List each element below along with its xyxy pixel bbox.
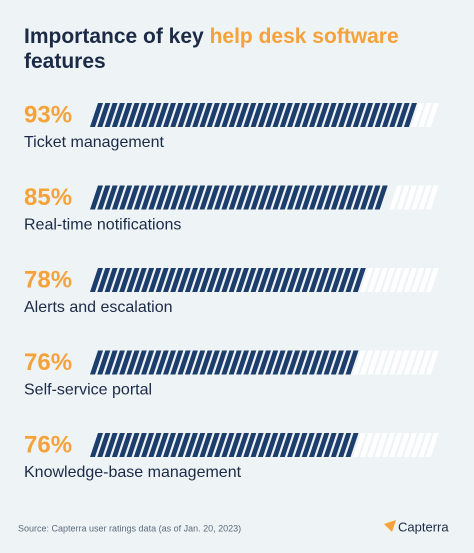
title-highlight: help desk software (209, 25, 399, 48)
bar-track (352, 350, 439, 375)
value-label: 85% (24, 184, 72, 211)
value-label: 93% (24, 101, 72, 128)
title-part: Importance of key (24, 25, 204, 48)
bar (90, 185, 388, 210)
brand-name: Capterra (398, 519, 449, 534)
category-label: Alerts and escalation (24, 299, 173, 316)
category-label: Knowledge-base management (24, 464, 242, 481)
bar-track (411, 103, 439, 127)
bar-track (389, 185, 439, 210)
value-label: 78% (24, 266, 72, 293)
bar (90, 433, 359, 457)
chart-title: Importance of key help desk software fea… (24, 24, 424, 74)
bar (90, 268, 366, 292)
bar-track (360, 268, 439, 292)
title-part: features (24, 50, 106, 73)
source-note: Source: Capterra user ratings data (as o… (18, 523, 241, 533)
bar (90, 103, 417, 127)
bar-track (352, 433, 439, 457)
bar (90, 350, 359, 375)
value-label: 76% (24, 431, 72, 458)
category-label: Real-time notifications (24, 217, 181, 234)
category-label: Ticket management (24, 134, 164, 151)
brand-logo (384, 520, 396, 532)
category-label: Self-service portal (24, 382, 152, 399)
value-label: 76% (24, 349, 72, 376)
